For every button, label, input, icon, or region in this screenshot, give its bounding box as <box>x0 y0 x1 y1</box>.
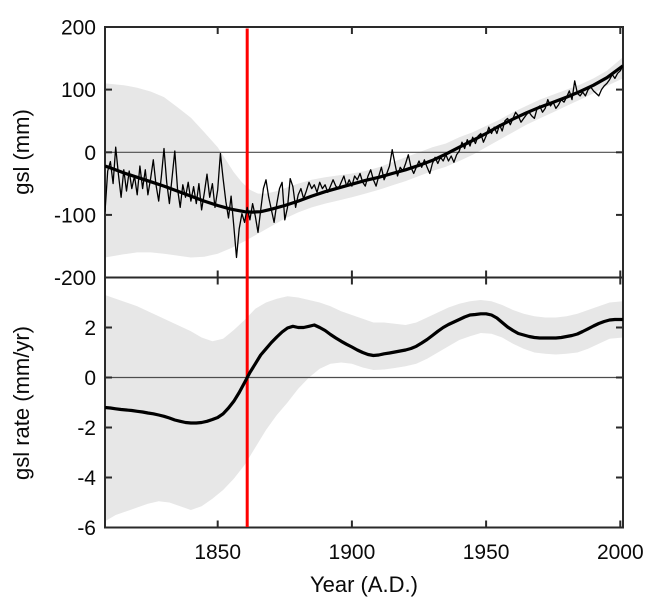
y-tick-label: 2 <box>84 317 96 340</box>
y-tick-label: -6 <box>77 517 96 540</box>
curve-group-panel1 <box>105 64 623 259</box>
gsl-rate-line <box>105 312 623 425</box>
tick-marks <box>105 26 623 529</box>
y-tick-label: 200 <box>61 17 96 40</box>
data-curves <box>105 64 623 425</box>
x-tick-label: 1950 <box>463 541 510 564</box>
band-group-panel2 <box>105 295 623 522</box>
y-tick-label: -4 <box>77 467 96 490</box>
tick-labels: 200 100 0 -100 -200 2 0 -2 -4 -6 1850 1900 1950 2000 <box>54 17 644 565</box>
smoothed-gsl-line <box>105 64 623 214</box>
uncertainty-band-panel2 <box>105 295 623 522</box>
y-tick-label: -2 <box>77 417 96 440</box>
band-group-panel1 <box>105 57 623 258</box>
curve-group-panel2 <box>105 312 623 425</box>
y-tick-label: 100 <box>61 79 96 102</box>
uncertainty-band-panel1 <box>105 57 623 258</box>
x-axis-title: Year (A.D.) <box>310 572 418 597</box>
x-tick-label: 1850 <box>194 541 241 564</box>
y-tick-label: 0 <box>84 367 96 390</box>
bottom-y-axis-title: gsl rate (mm/yr) <box>9 326 34 480</box>
x-tick-label: 1900 <box>329 541 376 564</box>
panel2-frame <box>104 276 624 529</box>
zero-lines <box>105 151 623 379</box>
y-tick-label: 0 <box>84 142 96 165</box>
y-tick-label: -100 <box>54 204 96 227</box>
top-y-axis-title: gsl (mm) <box>9 109 34 195</box>
uncertainty-bands <box>105 57 623 522</box>
y-tick-label: -200 <box>54 267 96 290</box>
x-tick-label: 2000 <box>597 541 644 564</box>
